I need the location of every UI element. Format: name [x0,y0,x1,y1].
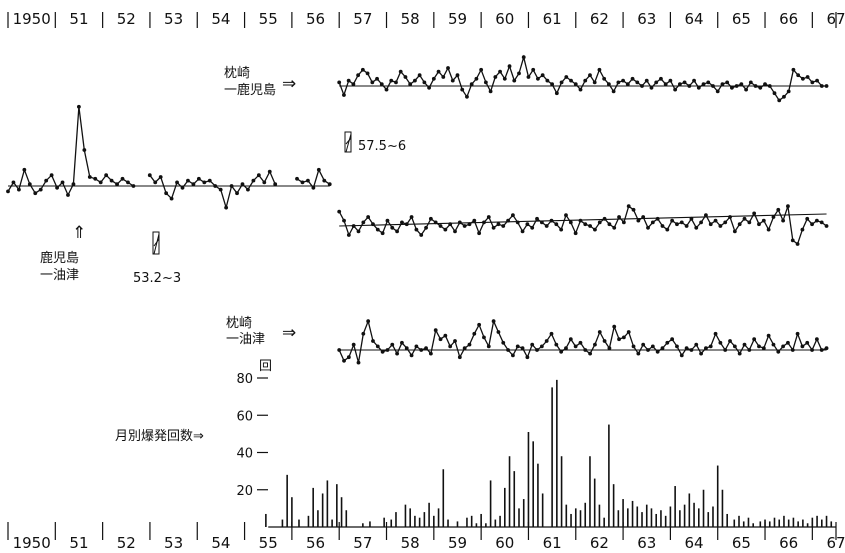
bar-y-tick-label: 20 [236,484,253,499]
top-year-label: 58 [401,10,420,28]
top-year-label: 62 [590,10,609,28]
top-year-label: 55 [259,10,278,28]
series-label-kagoshima-aburatsu: ⇑ 鹿児島 一油津 [40,223,86,283]
series-label-line: 一油津 [226,332,265,347]
bar-y-unit: 回 [259,359,272,374]
series-label-line: 一油津 [40,268,79,283]
monthly-eruption-bars [265,379,833,527]
series-label-line: 鹿児島 [40,250,79,266]
top-year-label: 53 [164,10,183,28]
bottom-year-label: 66 [779,534,798,552]
gap-hatch [344,131,352,153]
top-year-label: 1950 [13,10,51,28]
series-label-line: 枕崎 [226,316,252,331]
data-point [824,84,829,88]
bottom-year-label: 1950 [13,534,51,552]
bottom-year-axis: 1950 51 52 53 54 55 56 57 58 59 60 61 62 63 64 65 66 67 [7,522,845,552]
right-arrow-icon: ⇒ [282,74,296,94]
bar-y-ticks: 20 40 60 80 [236,372,268,499]
bottom-year-label: 59 [448,534,467,552]
gap-hatch-line [153,233,160,255]
top-year-label: 64 [685,10,704,28]
bar-y-tick-label: 80 [236,372,253,387]
top-year-label: 61 [543,10,562,28]
series-line [338,205,827,246]
gap-hatch-line [345,137,352,145]
series-line [7,106,331,211]
top-year-label: 66 [779,10,798,28]
bottom-year-label: 62 [590,534,609,552]
bottom-year-label: 58 [401,534,420,552]
gap-hatch-line [153,238,160,247]
bar-y-axis: 回 20 40 60 80 [236,359,272,499]
bottom-year-label: 64 [685,534,704,552]
series-label-line: 枕崎 [224,66,250,81]
series-0 [337,54,829,103]
series-label-line: 一鹿児島 [224,82,276,98]
bottom-year-label: 56 [306,534,325,552]
series-line [338,319,827,363]
top-year-label: 54 [211,10,230,28]
top-year-label: 56 [306,10,325,28]
gap-marker-57: 57.5~6 [344,131,406,154]
up-arrow-icon: ⇑ [72,223,86,243]
bars-label: 月別爆発回数⇒ [115,429,204,444]
bottom-year-label: 60 [495,534,514,552]
bottom-year-label: 54 [211,534,230,552]
gap-label-57: 57.5~6 [358,139,406,154]
bottom-year-label: 61 [543,534,562,552]
bottom-year-label: 65 [732,534,751,552]
right-arrow-icon: ⇒ [282,323,296,343]
bar-y-tick-label: 60 [236,409,253,424]
top-year-axis: 1950 51 52 53 54 55 56 57 58 59 60 61 62 63 64 65 66 67 [7,10,845,28]
series-label-makurazaki-aburatsu: 枕崎 一油津 ⇒ [226,316,296,347]
top-year-label: 60 [495,10,514,28]
series-baseline [339,213,827,227]
bottom-year-label: 52 [117,534,136,552]
bottom-year-label: 67 [826,534,845,552]
gap-hatch [152,231,160,255]
top-year-label: 63 [637,10,656,28]
series-traces [6,54,829,365]
series-2 [337,204,829,246]
top-year-label: 59 [448,10,467,28]
bar-y-tick-label: 40 [236,447,253,462]
bottom-year-label: 53 [164,534,183,552]
series-label-makurazaki-kagoshima: 枕崎 一鹿児島 ⇒ [224,66,296,98]
gap-label-53: 53.2~3 [133,271,181,286]
bottom-year-label: 57 [353,534,372,552]
top-year-label: 57 [353,10,372,28]
gap-hatch-line [345,133,352,153]
top-year-label: 52 [117,10,136,28]
bottom-year-label: 63 [637,534,656,552]
bottom-year-label: 51 [69,534,88,552]
series-1 [6,104,332,211]
top-year-label: 65 [732,10,751,28]
bottom-year-label: 55 [259,534,278,552]
series-line [338,54,827,102]
gap-marker-53: 53.2~3 [133,231,181,286]
top-year-label: 51 [69,10,88,28]
series-3 [337,319,829,365]
